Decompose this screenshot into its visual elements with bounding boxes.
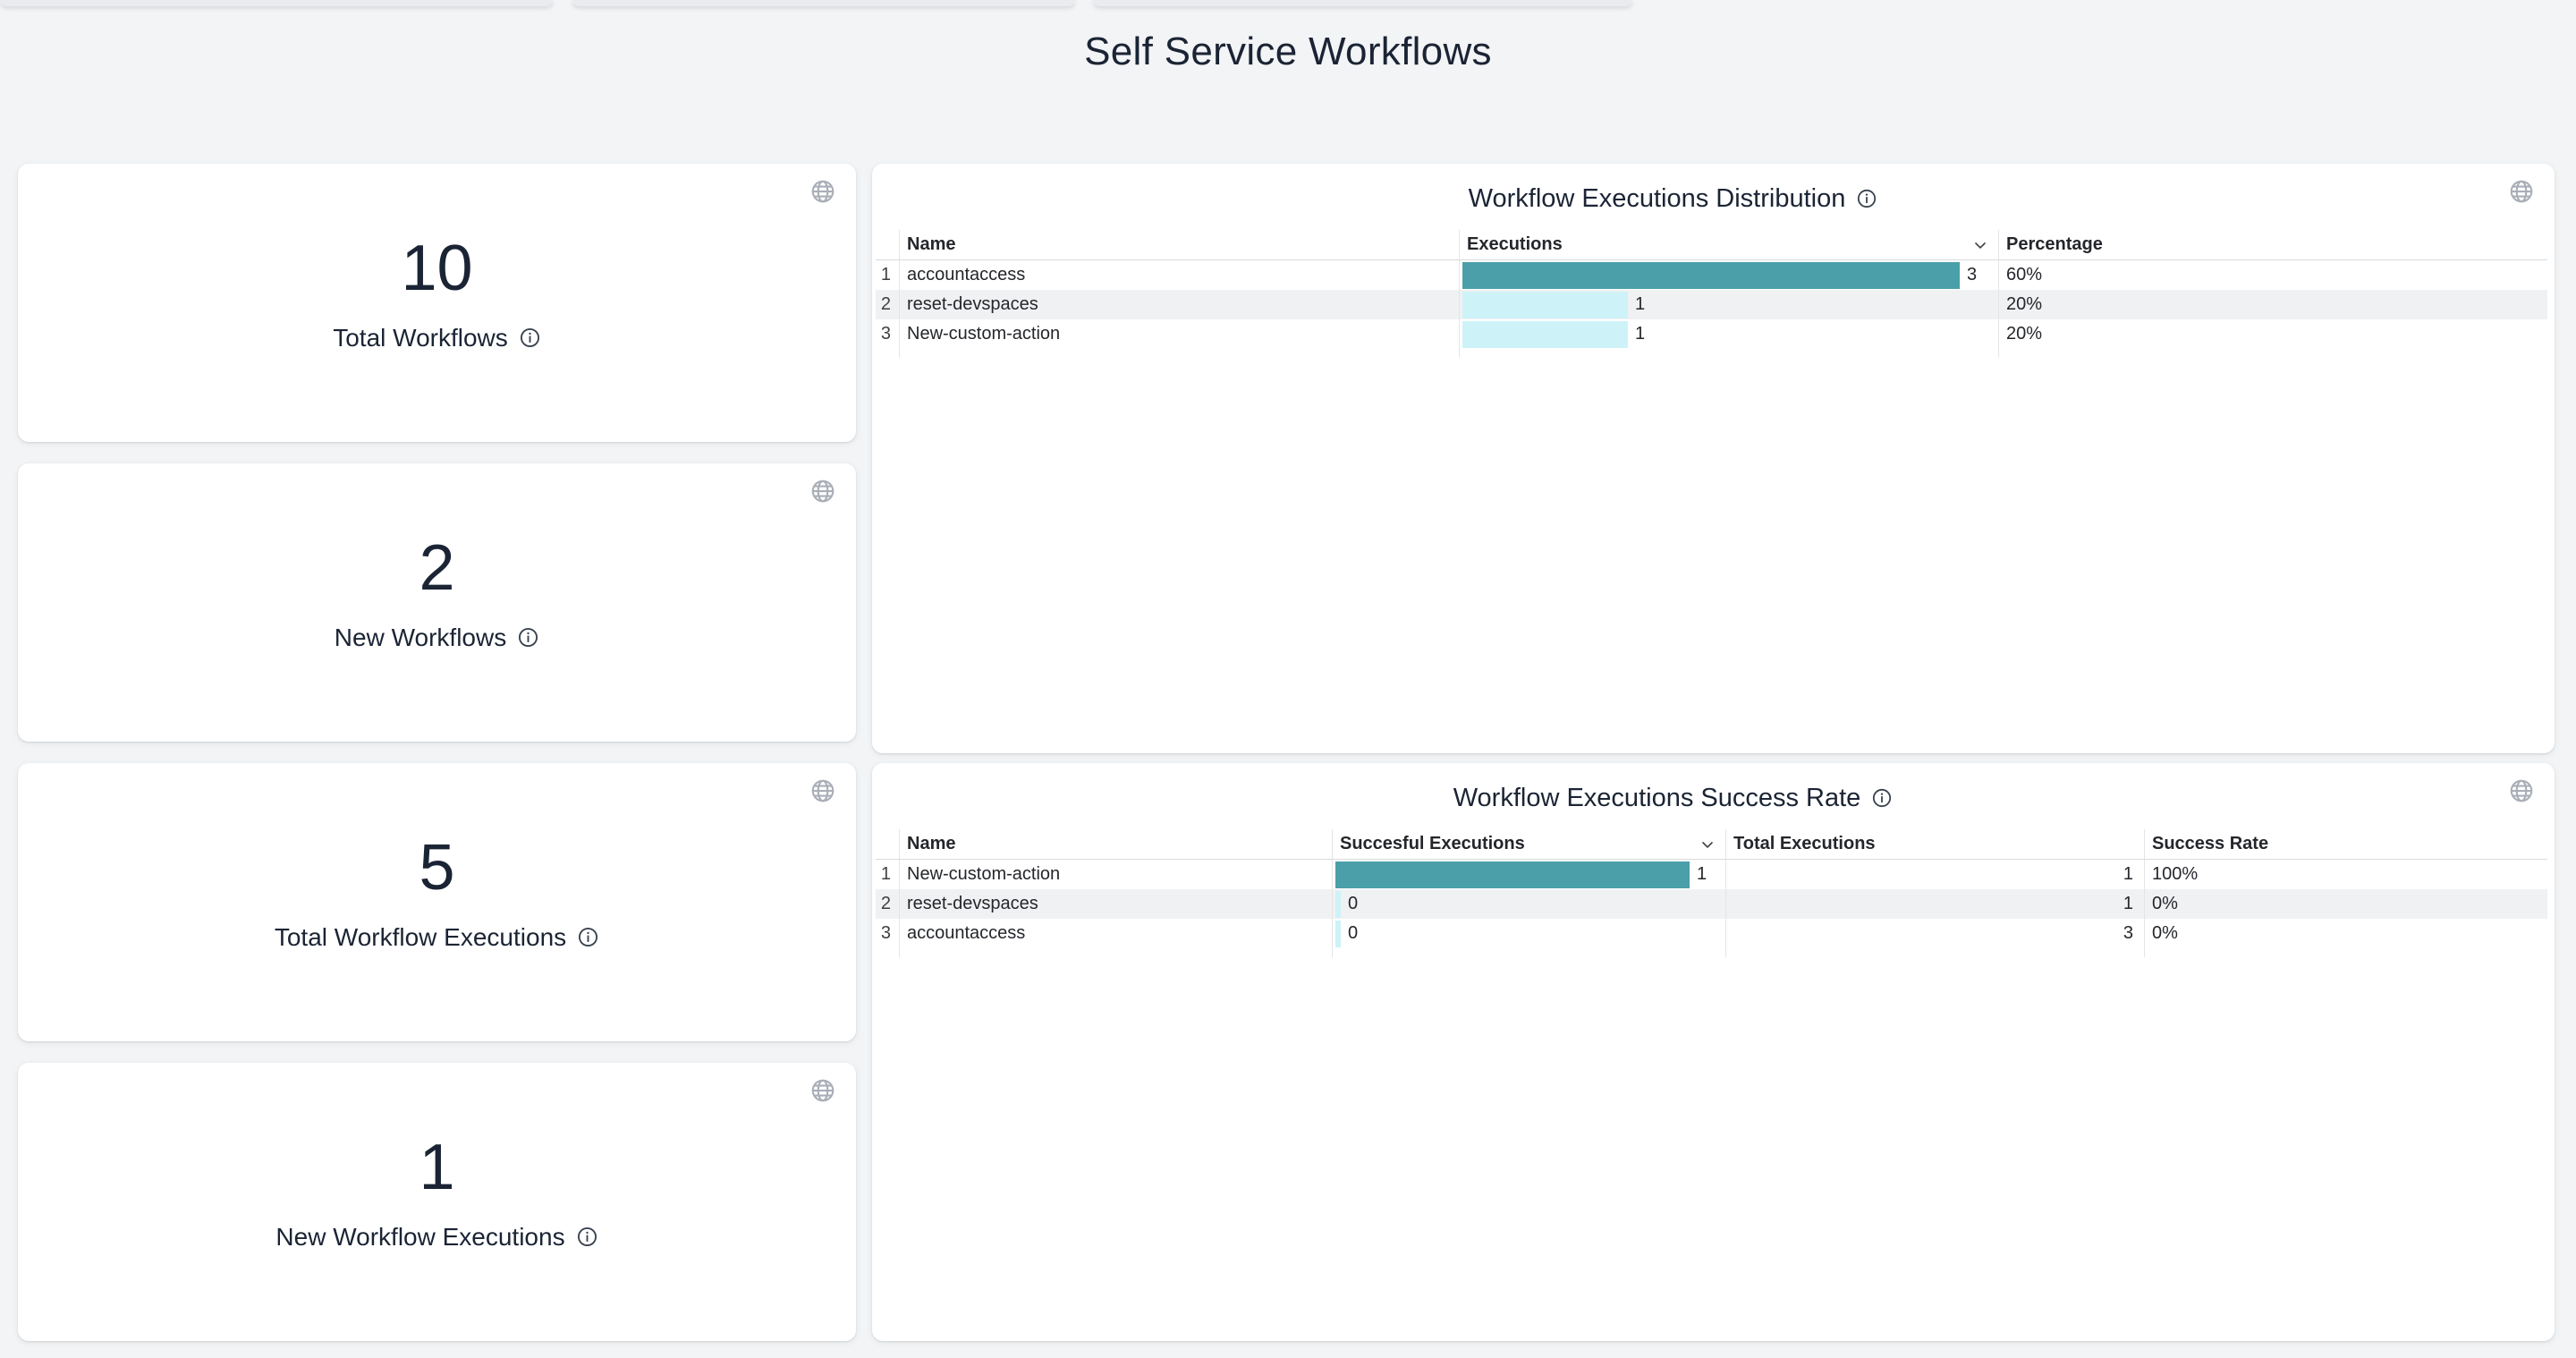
info-icon[interactable]: [517, 626, 539, 649]
value-bar: [1462, 261, 1960, 289]
stat-value: 2: [419, 531, 455, 604]
bar-cell: 0: [1332, 889, 1725, 919]
row-index: 2: [880, 294, 891, 314]
stat-card-new-workflows: 2 New Workflows: [18, 463, 856, 742]
stat-label: Total Workflows: [333, 323, 508, 352]
top-strip: [1093, 0, 1632, 6]
value-bar: [1335, 920, 1341, 947]
row-value: 3: [1725, 919, 2144, 948]
value-bar: [1335, 890, 1341, 918]
bar-cell: 0: [1332, 919, 1725, 948]
row-value: 0%: [2144, 919, 2547, 948]
stat-card-total-workflow-executions: 5 Total Workflow Executions: [18, 763, 856, 1041]
value-bar: [1462, 320, 1628, 348]
column-header-name[interactable]: Name: [899, 230, 1459, 259]
row-value: 1: [1725, 889, 2144, 919]
stat-label: New Workflows: [334, 623, 507, 651]
table-row: 3 New-custom-action 1 20%: [876, 319, 2547, 349]
table-body: 1 accountaccess 3 60% 2 reset-devspaces 1 20% 3 N…: [876, 260, 2547, 358]
stat-label: Total Workflow Executions: [274, 922, 567, 951]
page-title: Self Service Workflows: [1084, 30, 1492, 73]
card-title: Workflow Executions Distribution: [1468, 184, 1846, 213]
info-icon[interactable]: [576, 1226, 598, 1248]
column-header-index: [876, 230, 899, 259]
row-name: New-custom-action: [899, 319, 1459, 349]
row-name: New-custom-action: [899, 860, 1332, 889]
chevron-down-icon[interactable]: [1699, 836, 1716, 853]
bar-cell: 1: [1459, 290, 1998, 319]
row-name: reset-devspaces: [899, 889, 1332, 919]
row-index: 1: [880, 265, 891, 284]
top-strip: [572, 0, 1075, 6]
row-index: 1: [880, 864, 891, 884]
stat-value: 10: [401, 232, 473, 304]
bar-value-label: 3: [1967, 265, 1978, 284]
chevron-down-icon[interactable]: [1971, 236, 1989, 254]
separator-extension: [876, 948, 2547, 957]
stat-card-new-workflow-executions: 1 New Workflow Executions: [18, 1063, 856, 1341]
stat-value: 1: [419, 1131, 455, 1203]
column-header-total-executions[interactable]: Total Executions: [1725, 829, 2144, 859]
column-header-succesful-executions[interactable]: Succesful Executions: [1332, 829, 1725, 859]
globe-icon: [2508, 178, 2535, 205]
info-icon[interactable]: [1856, 188, 1877, 209]
table-row: 1 New-custom-action 1 1 100%: [876, 860, 2547, 889]
separator-extension: [876, 349, 2547, 358]
table-row: 2 reset-devspaces 0 1 0%: [876, 889, 2547, 919]
stat-card-total-workflows: 10 Total Workflows: [18, 164, 856, 442]
value-bar: [1335, 861, 1690, 888]
column-header-percentage[interactable]: Percentage: [1998, 230, 2547, 259]
row-value: 1: [1725, 860, 2144, 889]
row-index: 2: [880, 894, 891, 913]
row-value: 60%: [1998, 260, 2547, 290]
bar-value-label: 1: [1635, 324, 1646, 344]
row-index: 3: [880, 923, 891, 943]
table-header-row: Name Succesful Executions Total Executio…: [876, 829, 2547, 860]
card-title: Workflow Executions Success Rate: [1453, 784, 1861, 812]
card-workflow-executions-distribution: Workflow Executions Distribution Name Ex…: [872, 164, 2555, 753]
row-name: accountaccess: [899, 260, 1459, 290]
card-workflow-executions-success-rate: Workflow Executions Success Rate Name Su…: [872, 763, 2555, 1341]
column-header-executions[interactable]: Executions: [1459, 230, 1998, 259]
row-index: 3: [880, 324, 891, 344]
bar-cell: 3: [1459, 260, 1998, 290]
table-body: 1 New-custom-action 1 1 100% 2 reset-devspaces…: [876, 860, 2547, 957]
bar-value-label: 0: [1348, 894, 1359, 913]
row-value: 100%: [2144, 860, 2547, 889]
bar-cell: 1: [1459, 319, 1998, 349]
bar-value-label: 1: [1697, 864, 1707, 884]
row-value: 20%: [1998, 319, 2547, 349]
row-value: 0%: [2144, 889, 2547, 919]
top-strip: [0, 0, 553, 6]
table-row: 3 accountaccess 0 3 0%: [876, 919, 2547, 948]
row-name: reset-devspaces: [899, 290, 1459, 319]
bar-cell: 1: [1332, 860, 1725, 889]
table-header-row: Name Executions Percentage: [876, 230, 2547, 260]
info-icon[interactable]: [1871, 787, 1893, 809]
value-bar: [1462, 291, 1628, 318]
info-icon[interactable]: [577, 926, 599, 948]
stat-label: New Workflow Executions: [275, 1222, 565, 1251]
table-row: 2 reset-devspaces 1 20%: [876, 290, 2547, 319]
row-value: 20%: [1998, 290, 2547, 319]
column-header-name[interactable]: Name: [899, 829, 1332, 859]
row-name: accountaccess: [899, 919, 1332, 948]
info-icon[interactable]: [519, 327, 541, 349]
globe-icon: [2508, 777, 2535, 804]
column-header-success-rate[interactable]: Success Rate: [2144, 829, 2547, 859]
stat-value: 5: [419, 831, 455, 904]
column-header-index: [876, 829, 899, 859]
bar-value-label: 0: [1348, 923, 1359, 943]
table-row: 1 accountaccess 3 60%: [876, 260, 2547, 290]
bar-value-label: 1: [1635, 294, 1646, 314]
